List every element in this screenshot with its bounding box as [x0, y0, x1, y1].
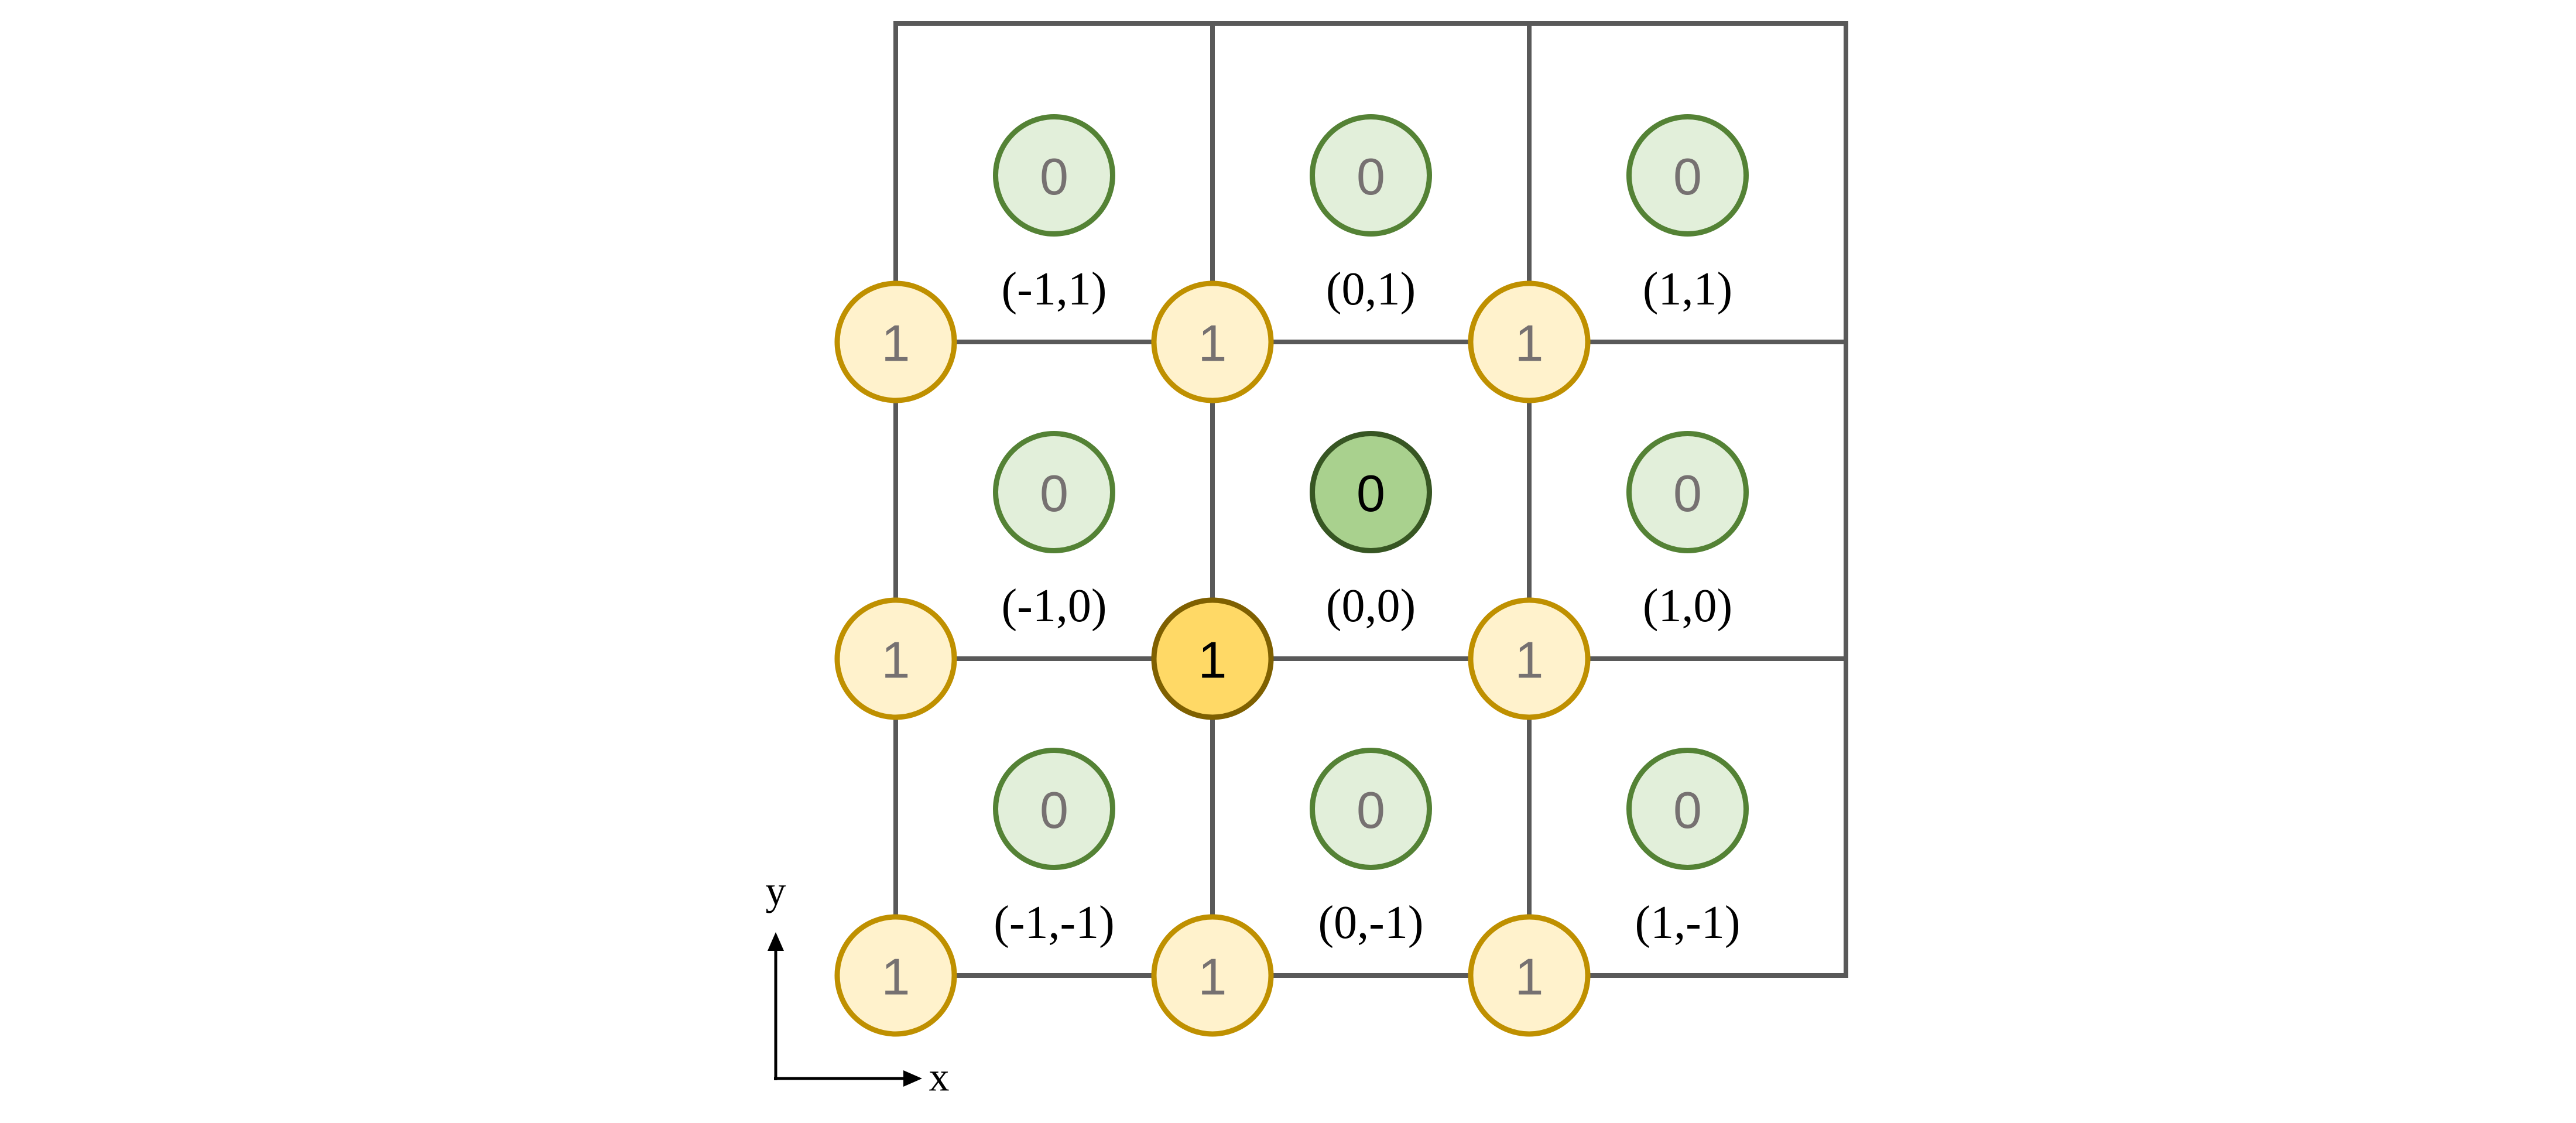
vertex-node-value: 1 — [1515, 948, 1544, 1006]
face-node-value: 0 — [1040, 464, 1068, 522]
face-coordinate-label: (0,1) — [1326, 263, 1416, 315]
face-coordinate-label: (-1,1) — [1002, 263, 1107, 315]
face-node-value: 0 — [1356, 148, 1385, 206]
face-node-value: 0 — [1673, 464, 1702, 522]
y-axis-label: y — [766, 869, 786, 914]
face-coordinate-label: (1,1) — [1643, 263, 1732, 315]
face-node-value: 0 — [1356, 781, 1385, 839]
face-coordinate-label: (1,-1) — [1635, 897, 1741, 949]
face-cell: 0 (-1,1) — [996, 117, 1113, 316]
x-axis-arrowhead — [903, 1070, 922, 1087]
face-coordinate-label: (-1,0) — [1002, 580, 1107, 632]
face-coordinate-label: (0,-1) — [1318, 897, 1424, 949]
face-node-value: 0 — [1673, 148, 1702, 206]
face-node-value: 0 — [1356, 464, 1385, 522]
face-cell: 0 (-1,0) — [996, 434, 1113, 632]
vertex-node-value: 1 — [882, 314, 910, 372]
vertex-site: 1 — [837, 917, 954, 1034]
face-node-value: 0 — [1040, 148, 1068, 206]
face-cell: 0 (0,1) — [1313, 117, 1430, 316]
face-cell: 0 (0,-1) — [1313, 751, 1430, 949]
x-axis-label: x — [929, 1055, 950, 1100]
vertex-node-value: 1 — [1198, 631, 1227, 689]
vertex-site: 1 — [837, 600, 954, 717]
vertex-site: 1 — [1154, 917, 1271, 1034]
vertex-site: 1 — [837, 283, 954, 400]
vertex-node-value: 1 — [1515, 314, 1544, 372]
vertex-node-value: 1 — [1198, 948, 1227, 1006]
vertex-nodes: 1 1 1 1 1 1 1 1 1 — [837, 283, 1588, 1034]
face-cell: 0 (0,0) — [1313, 434, 1430, 632]
face-node-value: 0 — [1673, 781, 1702, 839]
vertex-site: 1 — [1471, 917, 1588, 1034]
face-nodes: 0 (-1,1) 0 (0,1) 0 (1,1) 0 (-1,0) 0 (0,0) 0 (1,0) 0 (… — [994, 117, 1746, 949]
face-coordinate-label: (-1,-1) — [994, 897, 1115, 949]
vertex-site: 1 — [1154, 283, 1271, 400]
y-axis-arrowhead — [768, 932, 784, 951]
face-cell: 0 (-1,-1) — [994, 751, 1115, 949]
vertex-site: 1 — [1154, 600, 1271, 717]
face-cell: 0 (1,-1) — [1629, 751, 1746, 949]
vertex-site: 1 — [1471, 600, 1588, 717]
vertex-node-value: 1 — [882, 948, 910, 1006]
face-cell: 0 (1,1) — [1629, 117, 1746, 316]
face-node-value: 0 — [1040, 781, 1068, 839]
vertex-node-value: 1 — [1515, 631, 1544, 689]
vertex-node-value: 1 — [1198, 314, 1227, 372]
face-coordinate-label: (1,0) — [1643, 580, 1732, 632]
face-coordinate-label: (0,0) — [1326, 580, 1416, 632]
vertex-node-value: 1 — [882, 631, 910, 689]
vertex-site: 1 — [1471, 283, 1588, 400]
face-cell: 0 (1,0) — [1629, 434, 1746, 632]
